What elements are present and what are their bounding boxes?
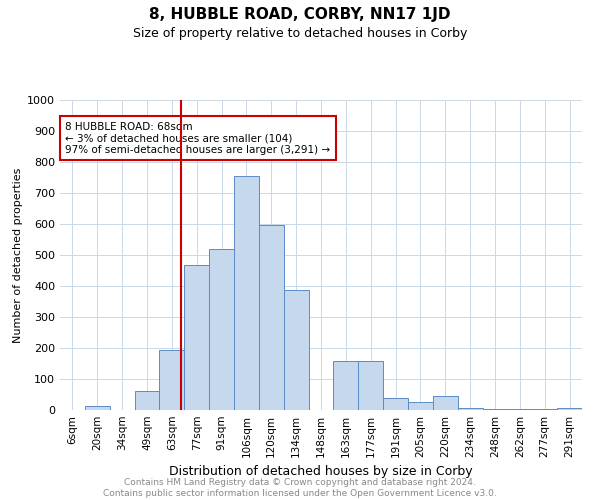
Bar — [358, 362, 383, 410]
Bar — [383, 398, 408, 410]
Bar — [209, 250, 234, 410]
Bar — [433, 396, 458, 410]
Bar — [284, 290, 308, 410]
Bar — [259, 225, 284, 410]
Bar — [408, 402, 433, 410]
Y-axis label: Number of detached properties: Number of detached properties — [13, 168, 23, 342]
Bar — [160, 350, 184, 410]
X-axis label: Distribution of detached houses by size in Corby: Distribution of detached houses by size … — [169, 466, 473, 478]
Text: 8 HUBBLE ROAD: 68sqm
← 3% of detached houses are smaller (104)
97% of semi-detac: 8 HUBBLE ROAD: 68sqm ← 3% of detached ho… — [65, 122, 331, 155]
Text: Contains HM Land Registry data © Crown copyright and database right 2024.
Contai: Contains HM Land Registry data © Crown c… — [103, 478, 497, 498]
Bar — [234, 176, 259, 410]
Bar — [134, 391, 160, 410]
Bar — [85, 406, 110, 410]
Bar — [334, 362, 358, 410]
Bar — [184, 265, 209, 410]
Text: Size of property relative to detached houses in Corby: Size of property relative to detached ho… — [133, 28, 467, 40]
Text: 8, HUBBLE ROAD, CORBY, NN17 1JD: 8, HUBBLE ROAD, CORBY, NN17 1JD — [149, 8, 451, 22]
Bar — [458, 408, 482, 410]
Bar — [557, 408, 582, 410]
